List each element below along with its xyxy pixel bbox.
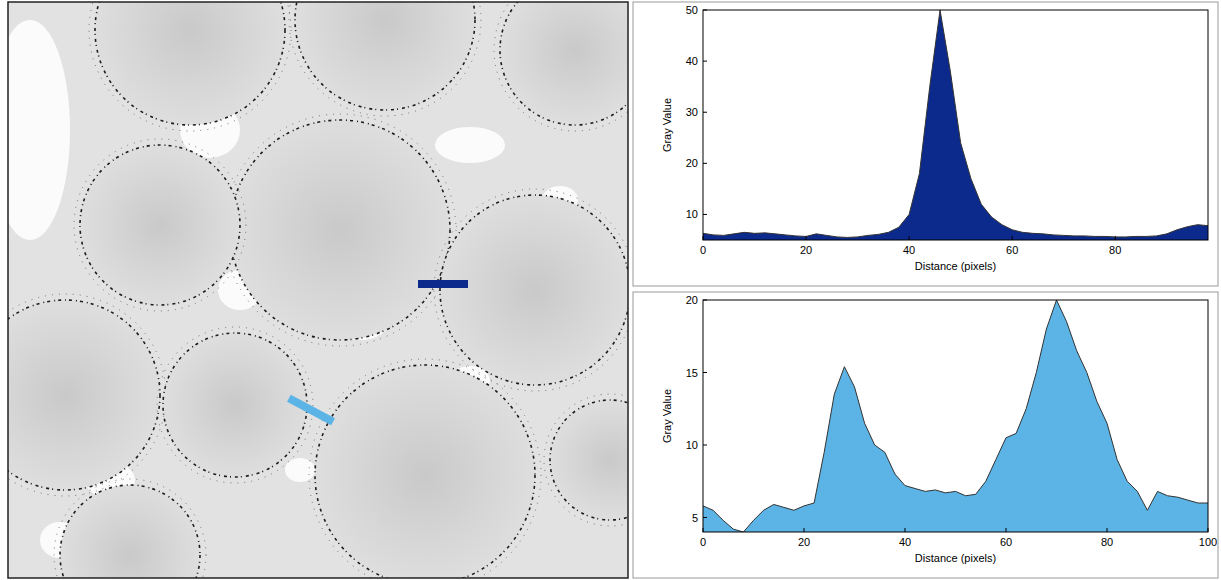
x-axis-title: Distance (pixels): [915, 552, 996, 564]
x-tick: [1208, 528, 1209, 532]
x-tick: [806, 236, 807, 240]
x-tick: [703, 528, 704, 532]
x-tick: [909, 236, 910, 240]
micrograph-frame: [8, 2, 628, 578]
y-tick: [703, 10, 707, 11]
panel-frame: [633, 2, 1218, 286]
cell-junction: [309, 359, 541, 578]
cell-gap: [285, 458, 315, 482]
cell: [295, 2, 475, 110]
cell: [60, 485, 200, 578]
x-tick: [1012, 236, 1013, 240]
cell-junction: [157, 327, 313, 483]
y-tick-label: 10: [686, 439, 698, 451]
cell: [80, 145, 240, 305]
y-axis-title: Gray Value: [661, 98, 673, 152]
x-tick-label: 0: [700, 244, 706, 256]
x-tick: [1006, 528, 1007, 532]
cell-junction: [74, 139, 246, 311]
cell-gap: [8, 20, 70, 240]
figure: 0204060801020304050Distance (pixels)Gray…: [0, 0, 1221, 580]
profile-area: [703, 300, 1208, 532]
y-tick-label: 15: [686, 367, 698, 379]
y-tick: [703, 517, 707, 518]
cell-gap: [435, 127, 505, 163]
y-tick: [703, 372, 707, 373]
cell-junction: [434, 189, 628, 391]
x-tick-label: 60: [1006, 244, 1018, 256]
x-tick-label: 20: [798, 536, 810, 548]
profile-area: [703, 10, 1208, 240]
y-tick: [703, 214, 707, 215]
y-tick-label: 20: [686, 294, 698, 306]
profile-line: [703, 10, 1208, 237]
plot-area: [703, 300, 1208, 532]
line-selection: [418, 280, 468, 288]
x-tick-label: 80: [1101, 536, 1113, 548]
y-tick-label: 40: [686, 55, 698, 67]
x-tick-label: 20: [800, 244, 812, 256]
y-tick-label: 5: [692, 512, 698, 524]
y-tick: [703, 445, 707, 446]
x-tick-label: 40: [899, 536, 911, 548]
y-tick: [703, 112, 707, 113]
cell: [500, 2, 628, 125]
y-tick: [703, 163, 707, 164]
profile-chart: 0 20 40 60 80 10 20 30 40 50 Distance (pixels) Gray…: [633, 2, 1218, 286]
y-tick-label: 30: [686, 106, 698, 118]
cell: [163, 333, 307, 477]
cell-junction: [224, 114, 456, 346]
micrograph: [8, 2, 628, 578]
x-tick-label: 100: [1199, 536, 1217, 548]
x-tick-label: 60: [1000, 536, 1012, 548]
x-tick: [703, 236, 704, 240]
cell: [8, 300, 160, 490]
y-tick-label: 20: [686, 157, 698, 169]
cell-junction: [8, 294, 166, 496]
cell-junction: [289, 2, 481, 116]
y-tick-label: 10: [686, 208, 698, 220]
panel-frame: [633, 292, 1218, 578]
plot-area: [703, 10, 1208, 240]
plot-frame: [703, 10, 1208, 240]
cell: [550, 400, 628, 520]
cell-junction: [89, 2, 291, 131]
y-tick: [703, 61, 707, 62]
cell: [315, 365, 535, 578]
y-tick: [703, 300, 707, 301]
x-tick: [1115, 236, 1116, 240]
y-axis-title: Gray Value: [661, 389, 673, 443]
x-tick-label: 80: [1109, 244, 1121, 256]
x-tick: [1107, 528, 1108, 532]
y-tick-label: 50: [686, 4, 698, 16]
x-tick-label: 0: [700, 536, 706, 548]
x-tick-label: 40: [903, 244, 915, 256]
plot-frame: [703, 300, 1208, 532]
x-axis-title: Distance (pixels): [915, 260, 996, 272]
profile-chart: 0 20 40 60 80 100 5 10 15 20 Distance (pixels) Gray…: [633, 292, 1218, 578]
line-selection: [287, 395, 335, 426]
cell: [230, 120, 450, 340]
cell: [95, 2, 285, 125]
cell-junction: [54, 479, 206, 578]
cell: [440, 195, 628, 385]
x-tick: [905, 528, 906, 532]
x-tick: [804, 528, 805, 532]
cell-junction: [544, 394, 628, 526]
profile-line: [703, 300, 1208, 532]
cell-junction: [494, 2, 628, 131]
